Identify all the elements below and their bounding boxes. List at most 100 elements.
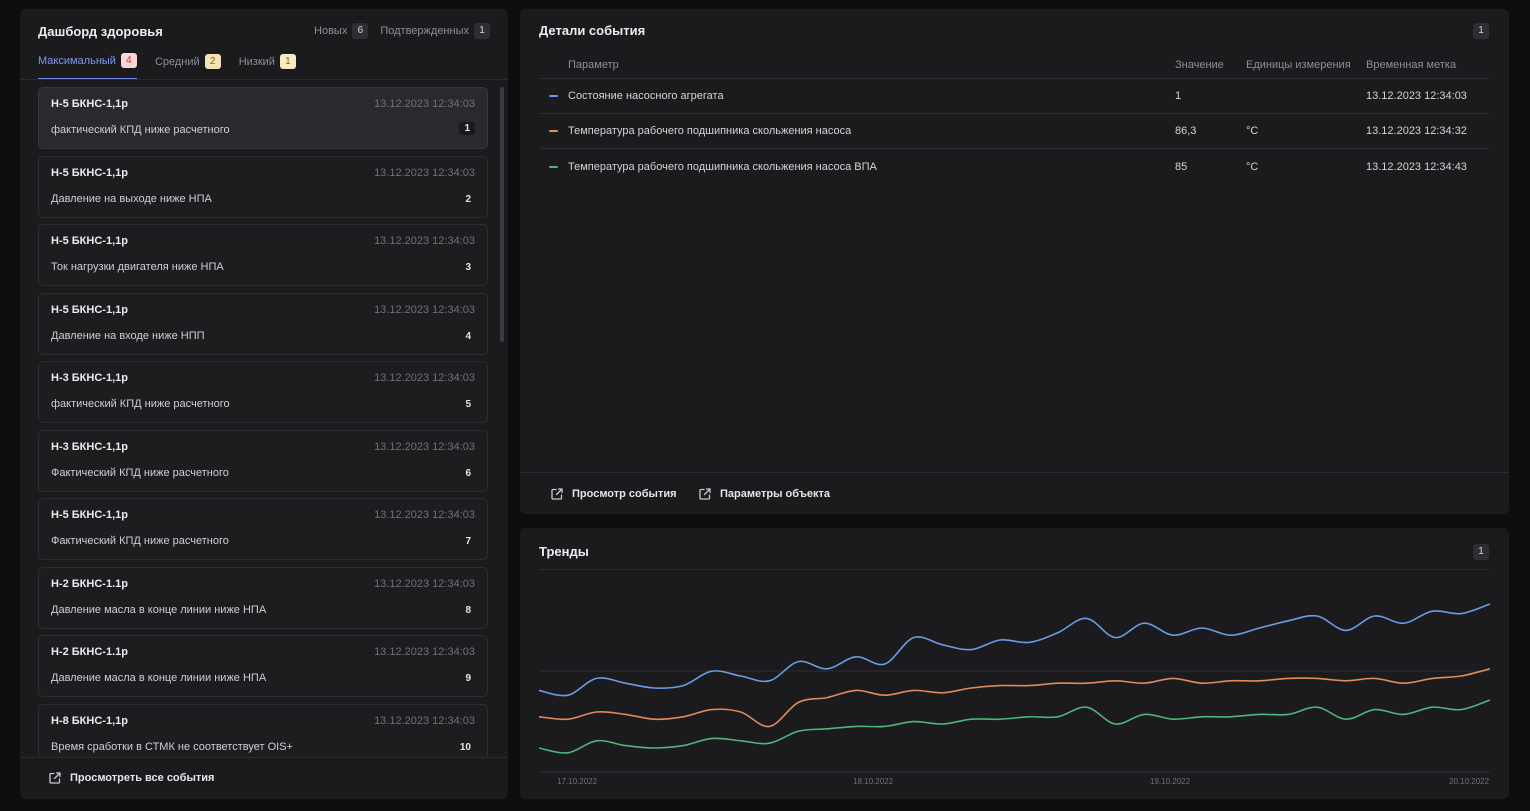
event-time: 13.12.2023 12:34:03 (374, 577, 475, 590)
panel-title: Дашборд здоровья (38, 24, 163, 39)
event-object: Н-5 БКНС-1,1р (51, 509, 128, 521)
health-dashboard-header: Дашборд здоровья Новых 6 Подтвержденных … (38, 23, 490, 43)
tab-medium[interactable]: Средний 2 (155, 53, 221, 80)
x-tick-label: 18.10.2022 (853, 777, 894, 786)
event-number: 4 (465, 330, 471, 342)
left-footer: Просмотреть все события (20, 757, 508, 799)
event-description: Фактический КПД ниже расчетного (51, 535, 229, 547)
confirmed-count-badge: 1 (474, 23, 490, 39)
panel-title: Детали события (539, 23, 646, 38)
event-description: Давление масла в конце линии ниже НПА (51, 603, 267, 616)
event-card[interactable]: Н-5 БКНС-1,1р 13.12.2023 12:34:03 фактич… (38, 87, 488, 149)
event-number: 2 (465, 193, 471, 205)
trends-count-badge: 1 (1473, 544, 1489, 560)
row-unit: °C (1246, 125, 1259, 137)
row-param: Температура рабочего подшипника скольжен… (568, 160, 877, 173)
series-line-1 (538, 603, 1491, 697)
series-line-2 (538, 668, 1491, 728)
view-event-link[interactable]: Просмотр события (550, 487, 677, 501)
event-time: 13.12.2023 12:34:03 (374, 303, 475, 316)
tab-count-badge: 2 (204, 54, 221, 69)
event-object: Н-5 БКНС-1,1р (51, 303, 128, 316)
table-row[interactable]: Температура рабочего подшипника скольжен… (540, 149, 1489, 184)
event-number: 8 (465, 604, 471, 616)
health-dashboard-panel: Дашборд здоровья Новых 6 Подтвержденных … (20, 9, 508, 799)
new-counter-label: Новых (314, 25, 348, 37)
event-object: Н-5 БКНС-1,1р (51, 98, 128, 110)
event-number: 6 (465, 467, 471, 479)
series-swatch (549, 130, 558, 132)
tab-label: Низкий (238, 55, 275, 68)
col-value[interactable]: Значение (1175, 59, 1224, 71)
event-description: фактический КПД ниже расчетного (51, 398, 230, 410)
event-card[interactable]: Н-2 БКНС-1.1р 13.12.2023 12:34:03 Давлен… (38, 566, 488, 629)
event-time: 13.12.2023 12:34:03 (374, 440, 475, 453)
tab-maximum[interactable]: Максимальный 4 (38, 53, 137, 80)
row-value: 86,3 (1175, 125, 1197, 137)
event-description: Давление масла в конце линии ниже НПА (51, 672, 267, 684)
external-link-icon (698, 487, 712, 501)
event-details-panel: Детали события 1 Параметр Значение Едини… (520, 9, 1509, 514)
trend-chart[interactable]: 17.10.2022 18.10.2022 19.10.2022 20.10.2022 (520, 528, 1509, 799)
object-params-link[interactable]: Параметры объекта (698, 487, 830, 501)
event-time: 13.12.2023 12:34:03 (374, 714, 475, 727)
tab-count-badge: 4 (120, 53, 137, 68)
details-footer: Просмотр события Параметры объекта (520, 472, 1509, 514)
event-time: 13.12.2023 12:34:03 (374, 372, 475, 384)
row-timestamp: 13.12.2023 12:34:03 (1366, 90, 1467, 102)
table-row[interactable]: Состояние насосного агрегата 1 13.12.202… (540, 79, 1489, 114)
event-description: фактический КПД ниже расчетного (51, 124, 230, 136)
row-timestamp: 13.12.2023 12:34:43 (1366, 160, 1467, 173)
row-timestamp: 13.12.2023 12:34:32 (1366, 125, 1467, 137)
new-count-badge: 6 (352, 23, 369, 39)
view-all-events-label: Просмотреть все события (70, 772, 215, 784)
event-object: Н-3 БКНС-1,1р (51, 372, 128, 384)
event-number: 7 (465, 536, 471, 547)
row-param: Температура рабочего подшипника скольжен… (568, 125, 852, 137)
event-card[interactable]: Н-5 БКНС-1,1р 13.12.2023 12:34:03 Давлен… (38, 292, 488, 355)
event-object: Н-2 БКНС-1.1р (51, 646, 128, 658)
event-description: Давление на входе ниже НПП (51, 329, 205, 342)
event-card[interactable]: Н-5 БКНС-1,1р 13.12.2023 12:34:03 Ток на… (38, 224, 488, 286)
event-card[interactable]: Н-5 БКНС-1,1р 13.12.2023 12:34:03 Фактич… (38, 498, 488, 560)
severity-tabs: Максимальный 4 Средний 2 Низкий 1 (38, 53, 296, 80)
new-counter[interactable]: Новых 6 (314, 23, 369, 39)
counters: Новых 6 Подтвержденных 1 (314, 23, 490, 39)
x-tick-label: 17.10.2022 (557, 777, 598, 786)
row-value: 85 (1175, 160, 1188, 173)
col-unit[interactable]: Единицы измерения (1246, 59, 1351, 71)
event-card[interactable]: Н-3 БКНС-1,1р 13.12.2023 12:34:03 Фактич… (38, 429, 488, 492)
series-swatch (549, 165, 558, 168)
tab-low[interactable]: Низкий 1 (239, 53, 296, 80)
details-table: Параметр Значение Единицы измерения Врем… (540, 55, 1489, 184)
tab-label: Средний (154, 55, 200, 68)
event-number: 1 (459, 122, 475, 135)
details-table-header: Параметр Значение Единицы измерения Врем… (540, 55, 1489, 79)
event-object: Н-5 БКНС-1,1р (51, 166, 128, 179)
event-card[interactable]: Н-2 БКНС-1.1р 13.12.2023 12:34:03 Давлен… (38, 635, 488, 697)
series-swatch (549, 95, 558, 97)
panel-title: Тренды (539, 544, 589, 559)
col-param[interactable]: Параметр (568, 59, 619, 71)
event-time: 13.12.2023 12:34:03 (374, 166, 475, 179)
event-object: Н-3 БКНС-1,1р (51, 440, 128, 453)
event-description: Ток нагрузки двигателя ниже НПА (51, 261, 224, 273)
view-all-events-link[interactable]: Просмотреть все события (48, 771, 214, 785)
tabs-divider (20, 79, 508, 80)
event-number: 5 (465, 399, 471, 410)
table-row[interactable]: Температура рабочего подшипника скольжен… (540, 114, 1489, 149)
event-time: 13.12.2023 12:34:03 (374, 646, 475, 658)
event-number: 10 (459, 741, 471, 753)
col-timestamp[interactable]: Временная метка (1366, 59, 1457, 71)
event-object: Н-2 БКНС-1.1р (51, 577, 128, 590)
event-description: Давление на выходе ниже НПА (51, 192, 212, 205)
confirmed-counter[interactable]: Подтвержденных 1 (380, 23, 490, 39)
event-description: Время сработки в СТМК не соответствует O… (51, 740, 293, 753)
event-number: 9 (465, 673, 471, 684)
event-list-scrollbar[interactable] (500, 87, 504, 342)
event-number: 3 (465, 262, 471, 273)
event-card[interactable]: Н-5 БКНС-1,1р 13.12.2023 12:34:03 Давлен… (38, 155, 488, 218)
event-card[interactable]: Н-3 БКНС-1,1р 13.12.2023 12:34:03 фактич… (38, 361, 488, 423)
event-card[interactable]: Н-8 БКНС-1,1р 13.12.2023 12:34:03 Время … (38, 703, 488, 757)
tab-count-badge: 1 (279, 54, 296, 69)
